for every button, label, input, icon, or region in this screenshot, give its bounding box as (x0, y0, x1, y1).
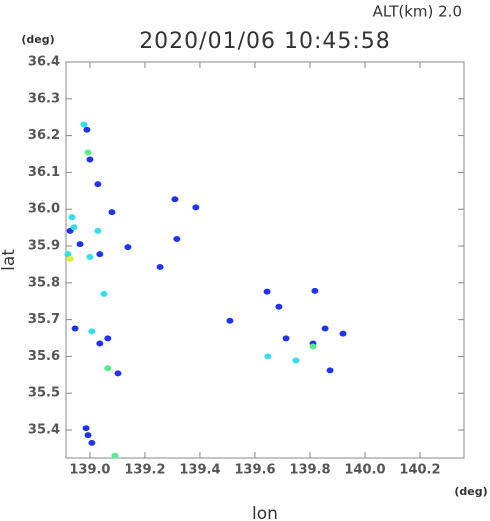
echo-point (156, 263, 164, 270)
plot-frame (65, 61, 465, 459)
echo-point (263, 288, 271, 295)
echo-point (64, 251, 72, 258)
y-axis-label: lat (0, 249, 19, 271)
echo-point (108, 209, 116, 216)
x-tick-label: 139.4 (179, 463, 220, 478)
echo-point (70, 224, 78, 231)
y-tick-label: 36.0 (28, 202, 60, 217)
echo-point (226, 317, 234, 324)
chart-title: 2020/01/06 10:45:58 (139, 29, 391, 54)
y-tick-label: 35.5 (28, 386, 60, 401)
echo-point (171, 196, 179, 203)
echo-point (192, 204, 200, 211)
echo-point (66, 255, 74, 262)
echo-point (94, 181, 102, 188)
echo-point (88, 328, 96, 335)
echo-point (86, 254, 94, 261)
x-tick-label: 139.2 (124, 463, 165, 478)
echo-point (82, 425, 90, 432)
echo-point (84, 149, 92, 156)
echo-point (339, 330, 347, 337)
echo-point (100, 290, 108, 297)
x-tick-label: 139.0 (69, 463, 110, 478)
echo-point (275, 303, 283, 310)
y-tick-label: 36.4 (28, 55, 60, 70)
echo-point (104, 365, 112, 372)
echo-point (94, 227, 102, 234)
echo-point (71, 325, 79, 332)
echo-point (111, 452, 119, 459)
echo-point (96, 251, 104, 258)
echo-point (104, 335, 112, 342)
echo-point (321, 325, 329, 332)
echo-point (114, 370, 122, 377)
x-tick-label: 140.2 (399, 463, 440, 478)
echo-point (311, 287, 319, 294)
echo-point (68, 214, 76, 221)
x-axis-label: lon (252, 504, 278, 521)
y-tick-label: 35.9 (28, 239, 60, 254)
echo-point (326, 367, 334, 374)
x-tick-label: 139.8 (289, 463, 330, 478)
echo-point (173, 236, 181, 243)
x-tick-label: 139.6 (234, 463, 275, 478)
echo-point (76, 241, 84, 248)
echo-point (96, 340, 104, 347)
altitude-label: ALT(km) 2.0 (373, 3, 462, 21)
y-tick-label: 36.1 (28, 165, 60, 180)
y-tick-label: 36.3 (28, 91, 60, 106)
y-unit: (deg) (21, 33, 54, 46)
echo-point (84, 432, 92, 439)
echo-point (309, 343, 317, 350)
echo-point (292, 357, 300, 364)
echo-point (88, 439, 96, 446)
y-tick-label: 35.4 (28, 423, 60, 438)
echo-point (264, 353, 272, 360)
y-tick-label: 35.7 (28, 312, 60, 327)
echo-point (124, 244, 132, 251)
echo-point (83, 126, 91, 133)
echo-point (86, 156, 94, 163)
y-tick-label: 35.6 (28, 349, 60, 364)
x-tick-label: 140.0 (344, 463, 385, 478)
y-tick-label: 36.2 (28, 128, 60, 143)
echo-point (80, 121, 88, 128)
echo-point (282, 335, 290, 342)
x-unit: (deg) (454, 485, 487, 498)
y-tick-label: 35.8 (28, 275, 60, 290)
